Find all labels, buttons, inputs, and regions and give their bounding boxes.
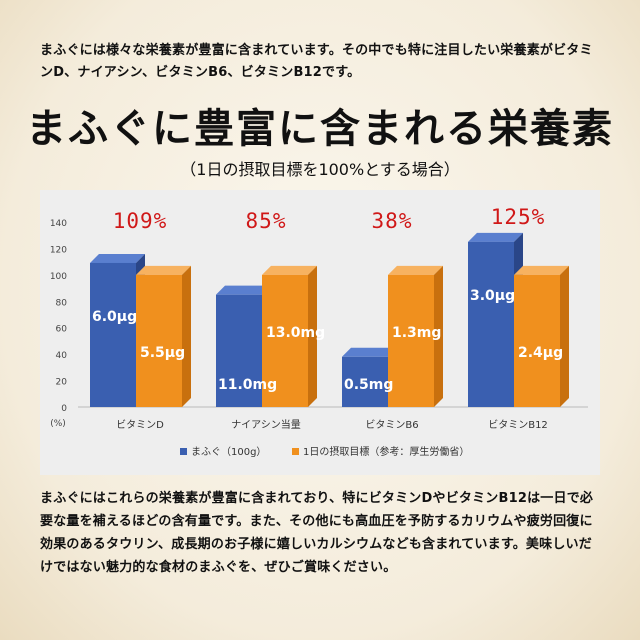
x-category-label: ナイアシン当量 xyxy=(231,418,301,431)
bar-value-label: 2.4μg xyxy=(518,345,563,361)
y-tick-label: 100 xyxy=(50,272,67,282)
bar xyxy=(262,274,308,407)
percent-label: 125% xyxy=(491,205,546,229)
bar-side-face xyxy=(308,265,317,407)
bar xyxy=(90,262,136,407)
y-tick-label: 80 xyxy=(56,298,68,308)
page-title: まふぐに豊富に含まれる栄養素 xyxy=(26,105,614,152)
bar-side-face xyxy=(560,265,569,407)
legend-swatch xyxy=(292,448,299,455)
bar-top-face xyxy=(468,232,523,242)
nutrient-bar-chart: 0 20 40 60 80 100 120 140 (%) 6.0μg 5.5μg 109% ビタミンD… xyxy=(40,190,600,475)
bar xyxy=(514,274,560,407)
bar-value-label: 13.0mg xyxy=(266,325,325,341)
bar-value-label: 3.0μg xyxy=(470,288,515,304)
percent-label: 85% xyxy=(246,209,287,233)
page-subtitle: （1日の摂取目標を100%とする場合） xyxy=(180,160,460,179)
bar-top-face xyxy=(262,265,317,275)
x-category-label: ビタミンD xyxy=(116,419,164,431)
x-category-label: ビタミンB6 xyxy=(365,419,418,431)
y-tick-label: 20 xyxy=(56,378,68,388)
y-tick-label: 0 xyxy=(61,404,67,414)
legend-label: まふぐ（100g） xyxy=(191,446,266,458)
bar-top-face xyxy=(342,347,397,357)
bar-side-face xyxy=(182,265,191,407)
y-tick-label: 60 xyxy=(56,325,68,335)
bar-top-face xyxy=(514,265,569,275)
bar-value-label: 1.3mg xyxy=(392,325,441,341)
bar xyxy=(388,274,434,407)
y-tick-label: 120 xyxy=(50,245,67,255)
bar-value-label: 5.5μg xyxy=(140,345,185,361)
bar xyxy=(468,241,514,407)
outro-text: まふぐにはこれらの栄養素が豊富に含まれており、特にビタミンDやビタミンB12は一… xyxy=(40,491,594,575)
y-tick-label: 40 xyxy=(56,351,68,361)
bar-value-label: 11.0mg xyxy=(218,377,277,393)
y-unit-label: (%) xyxy=(50,419,66,429)
bar xyxy=(136,274,182,407)
bar-top-face xyxy=(388,265,443,275)
bar-top-face xyxy=(136,265,191,275)
x-category-label: ビタミンB12 xyxy=(488,419,548,431)
bar-value-label: 6.0μg xyxy=(92,309,137,325)
intro-text: まふぐには様々な栄養素が豊富に含まれています。その中でも特に注目したい栄養素がビ… xyxy=(40,43,593,80)
bar xyxy=(342,356,388,407)
bar-top-face xyxy=(216,285,271,295)
percent-label: 38% xyxy=(372,209,413,233)
y-tick-label: 140 xyxy=(50,219,67,229)
bar-value-label: 0.5mg xyxy=(344,377,393,393)
bar-top-face xyxy=(90,253,145,263)
legend-label: 1日の摂取目標（参考：厚生労働省） xyxy=(303,445,469,458)
bar-side-face xyxy=(434,265,443,407)
legend-swatch xyxy=(180,448,187,455)
bar xyxy=(216,294,262,407)
percent-label: 109% xyxy=(113,209,168,233)
